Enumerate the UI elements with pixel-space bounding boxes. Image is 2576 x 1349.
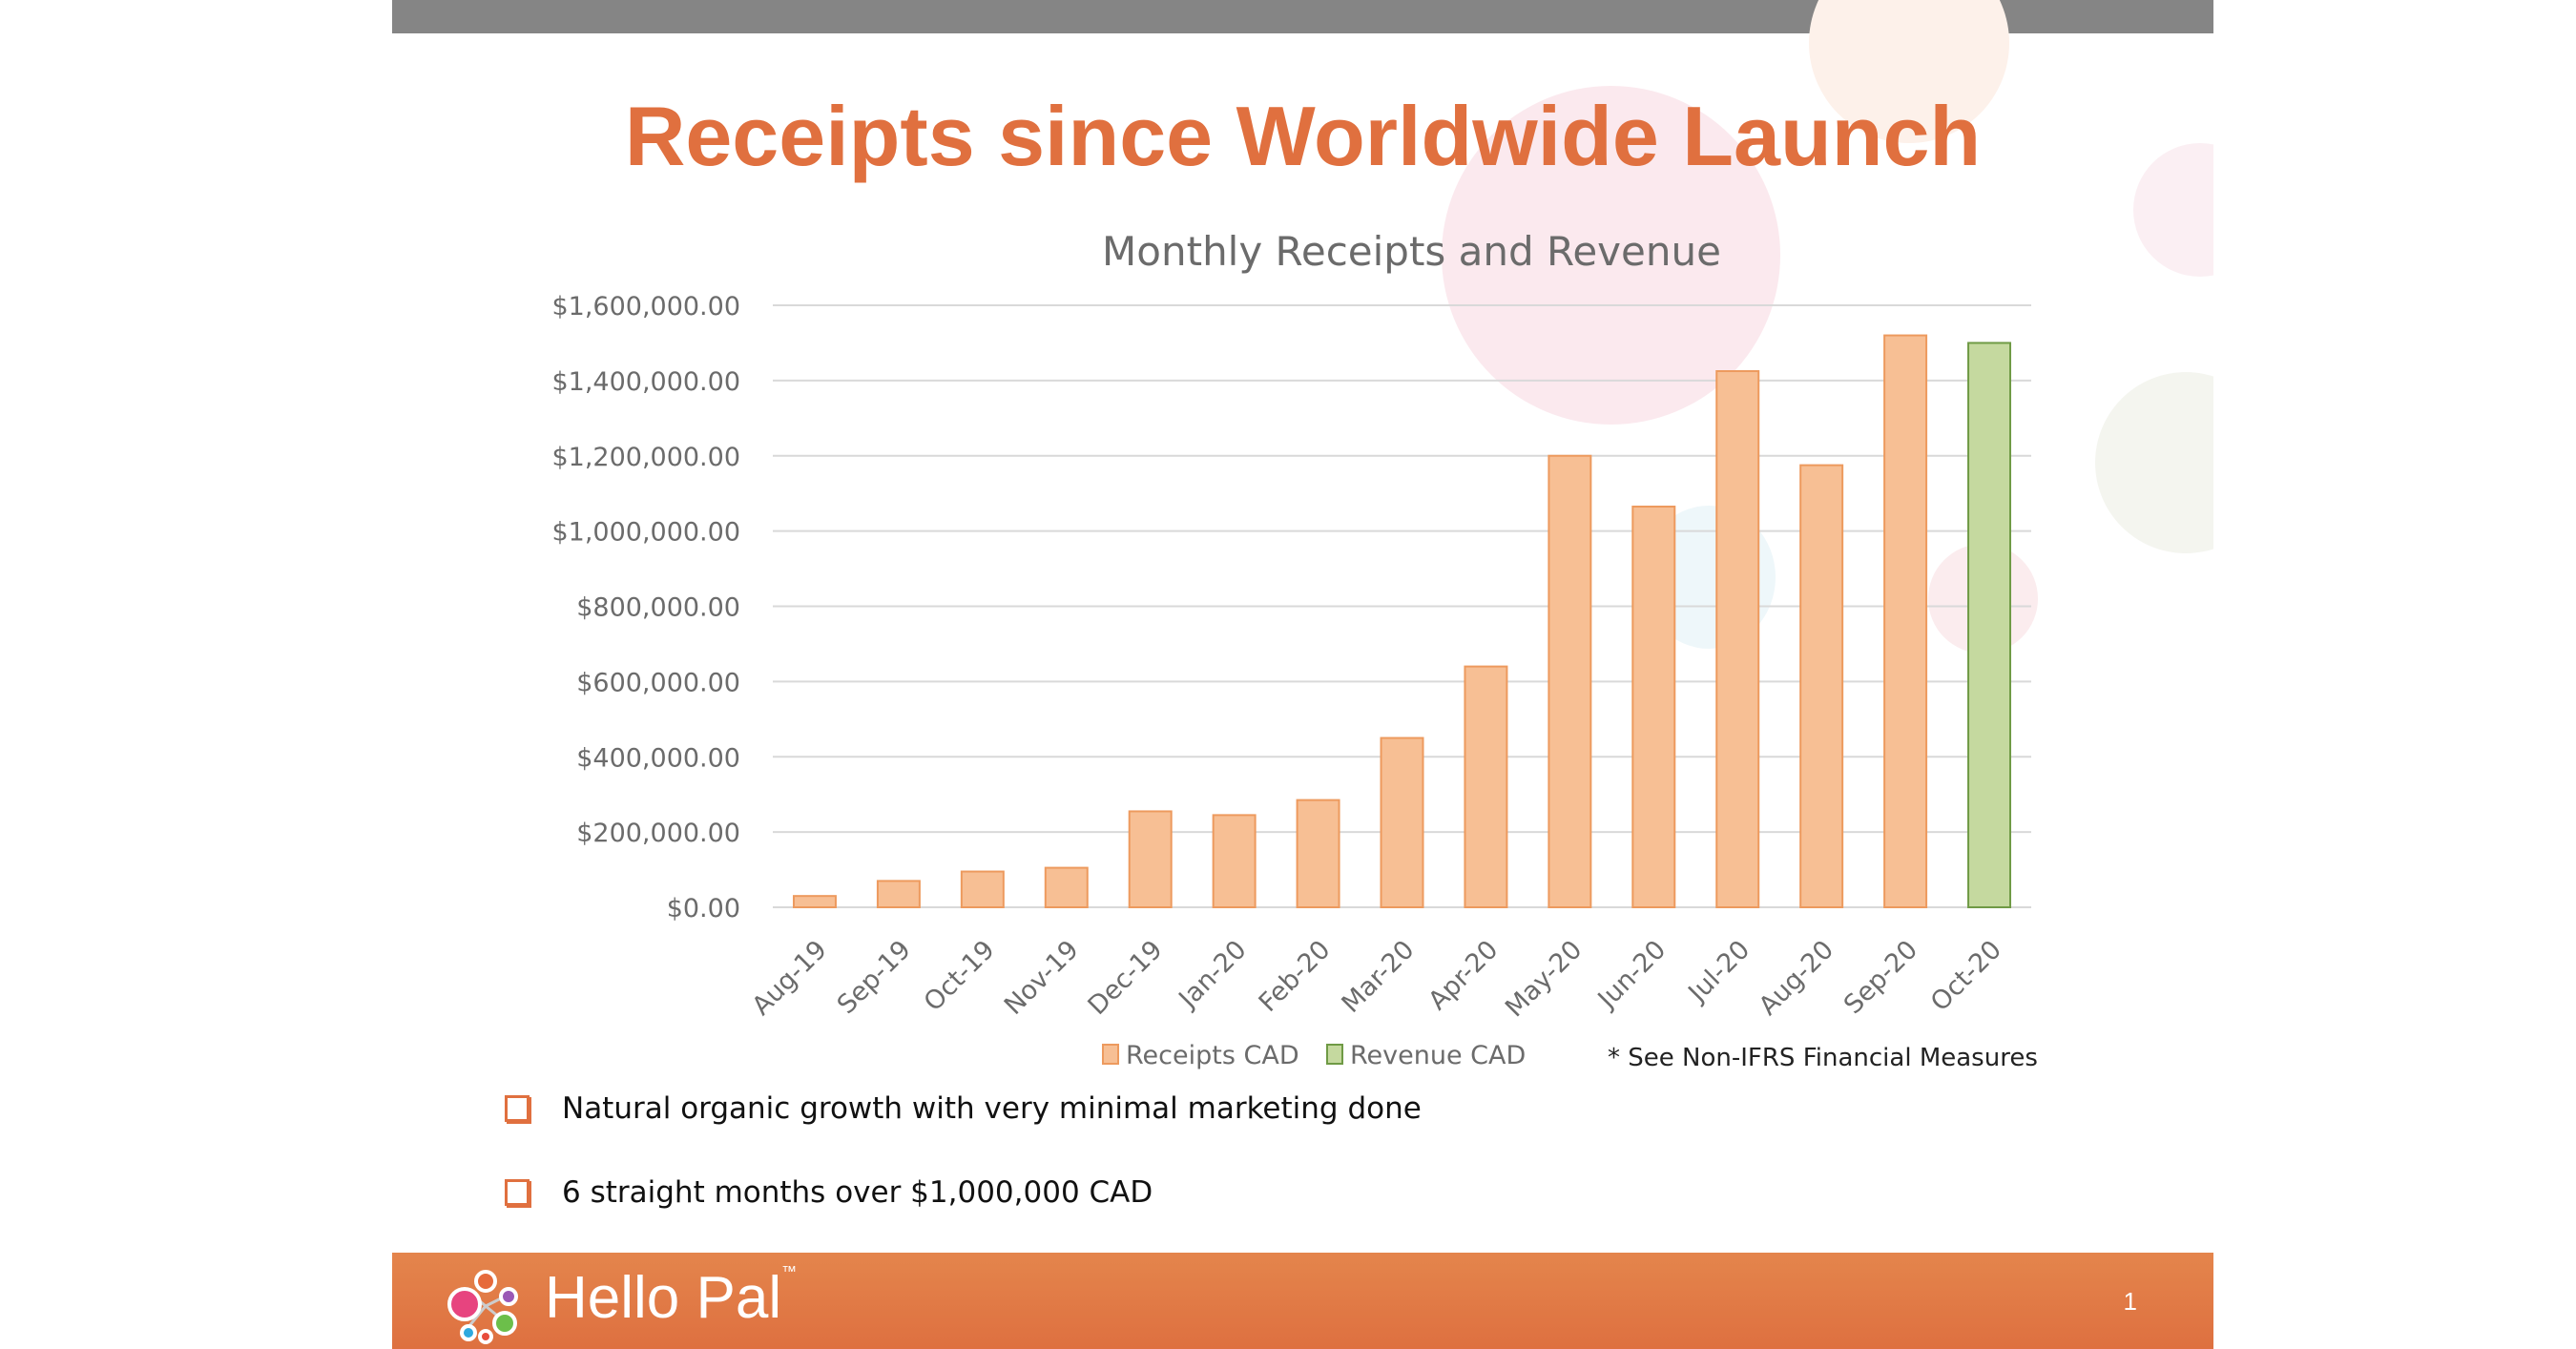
y-tick-label: $1,000,000.00 — [551, 518, 740, 548]
brand-text: Hello Pal — [545, 1265, 782, 1331]
decor-circle — [1442, 86, 1780, 425]
x-tick-label: Sep-19 — [832, 935, 917, 1020]
bullet-item: 6 straight months over $1,000,000 CAD — [505, 1175, 1153, 1210]
x-tick-label: Feb-20 — [1254, 935, 1337, 1018]
checkbox-bullet-icon — [505, 1179, 530, 1206]
bar-receipts — [1715, 370, 1760, 908]
brand-name: Hello Pal™ — [545, 1264, 797, 1332]
legend-swatch — [1326, 1044, 1343, 1065]
legend-swatch — [1102, 1044, 1119, 1065]
bar-receipts — [1464, 665, 1508, 908]
bar-receipts — [876, 880, 921, 908]
bar-receipts — [1548, 454, 1592, 908]
bar-receipts — [960, 870, 1005, 908]
x-tick-label: Aug-19 — [747, 935, 833, 1021]
bar-receipts — [1883, 334, 1928, 908]
checkbox-bullet-icon — [505, 1095, 530, 1122]
bar-chart: Monthly Receipts and Revenue $0.00 $200,00… — [551, 228, 2038, 1072]
footnote: * See Non-IFRS Financial Measures — [1608, 1044, 2038, 1072]
y-tick-label: $800,000.00 — [576, 593, 740, 623]
x-tick-label: Oct-20 — [1925, 935, 2007, 1017]
bullet-item: Natural organic growth with very minimal… — [505, 1091, 1422, 1126]
bar-revenue — [1967, 342, 2012, 908]
x-tick-label: May-20 — [1500, 935, 1588, 1023]
bar-receipts — [792, 895, 837, 909]
y-tick-label: $0.00 — [667, 894, 740, 924]
bar-receipts — [1799, 464, 1844, 908]
x-tick-label: Sep-20 — [1839, 935, 1923, 1020]
x-tick-label: Nov-19 — [999, 935, 1085, 1021]
legend-label: Receipts CAD — [1126, 1041, 1299, 1070]
y-tick-label: $600,000.00 — [576, 668, 740, 697]
x-tick-label: Dec-19 — [1083, 935, 1169, 1021]
page-number: 1 — [2123, 1287, 2137, 1316]
trademark: ™ — [781, 1264, 798, 1280]
y-tick-label: $1,200,000.00 — [551, 443, 740, 472]
y-tick-label: $1,600,000.00 — [551, 292, 740, 322]
bar-receipts — [1212, 814, 1257, 908]
x-tick-label: Jan-20 — [1173, 935, 1253, 1015]
y-tick-label: $1,400,000.00 — [551, 367, 740, 397]
x-tick-label: Apr-20 — [1423, 935, 1504, 1016]
x-tick-label: Mar-20 — [1337, 935, 1421, 1019]
bullet-text: Natural organic growth with very minimal… — [562, 1091, 1422, 1126]
bar-receipts — [1631, 505, 1676, 908]
x-tick-label: Oct-19 — [919, 935, 1001, 1017]
chart-title: Monthly Receipts and Revenue — [1102, 228, 1721, 275]
x-tick-label: Jun-20 — [1591, 935, 1672, 1015]
y-tick-label: $400,000.00 — [576, 743, 740, 773]
footer: Hello Pal™ 1 — [392, 1253, 2213, 1349]
bar-receipts — [1128, 810, 1173, 909]
y-tick-label: $200,000.00 — [576, 819, 740, 848]
bar-receipts — [1380, 737, 1424, 908]
x-tick-label: Jul-20 — [1682, 935, 1756, 1009]
slide: Receipts since Worldwide Launch Monthly … — [392, 0, 2213, 1349]
legend-label: Revenue CAD — [1350, 1041, 1526, 1070]
slide-title: Receipts since Worldwide Launch — [624, 89, 1982, 183]
bar-receipts — [1296, 799, 1340, 909]
bullet-text: 6 straight months over $1,000,000 CAD — [562, 1175, 1153, 1210]
hello-pal-logo-icon — [447, 1270, 518, 1344]
bar-receipts — [1044, 866, 1089, 909]
x-tick-label: Aug-20 — [1754, 935, 1839, 1021]
